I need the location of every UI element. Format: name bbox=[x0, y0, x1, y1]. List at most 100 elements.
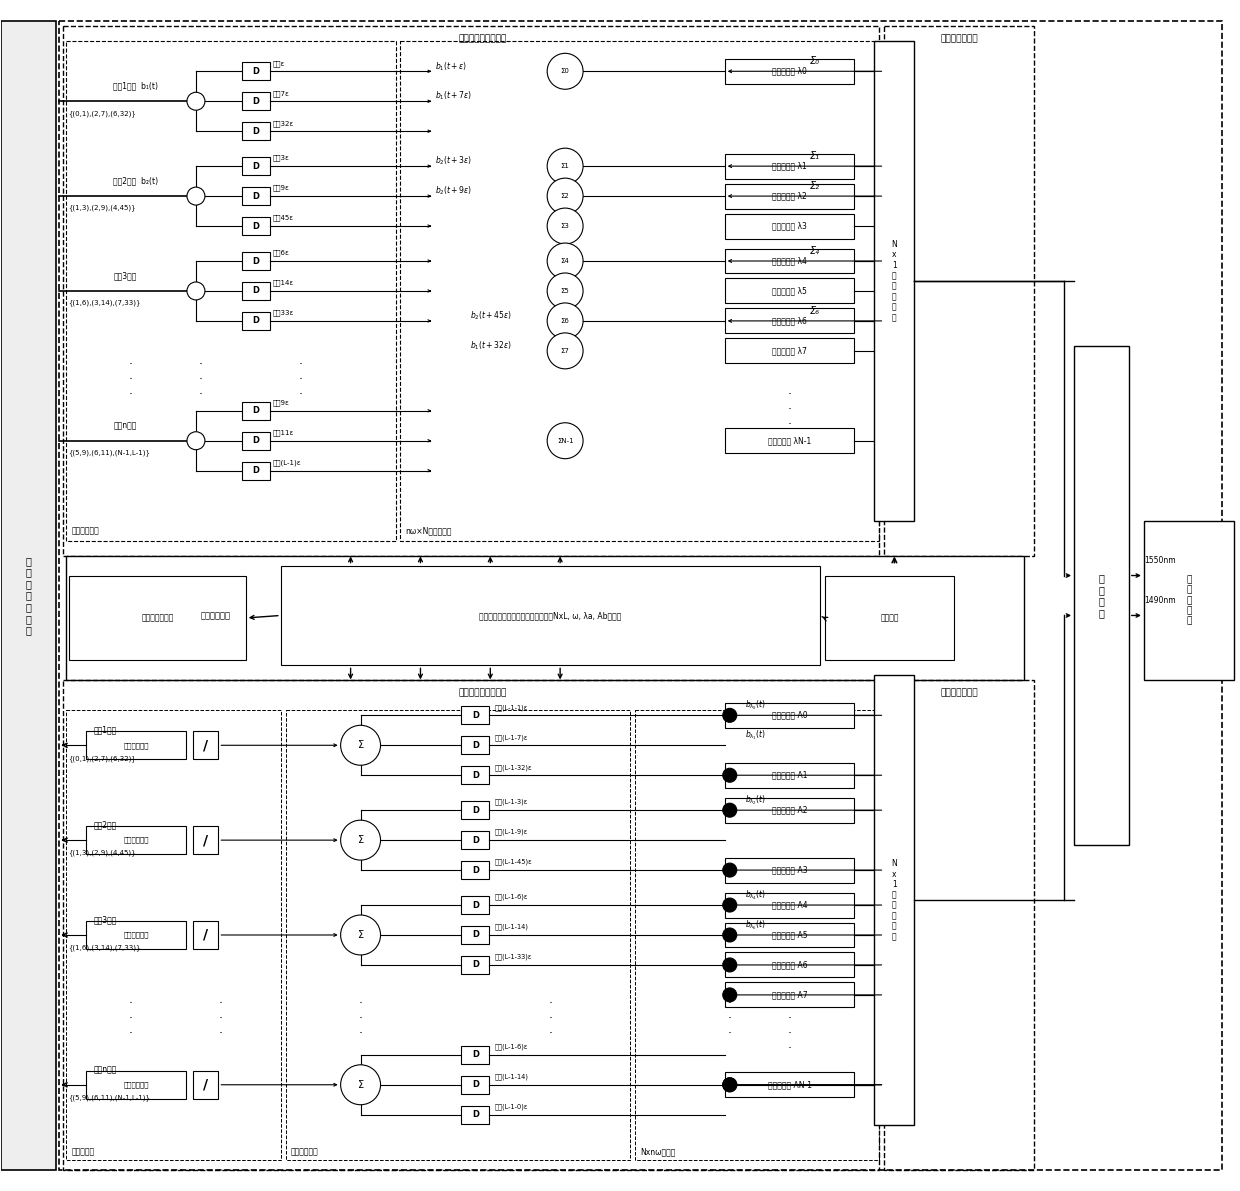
Text: .
.
.: . . . bbox=[728, 993, 732, 1036]
Bar bbox=[724, 338, 854, 363]
Bar bbox=[193, 827, 218, 854]
Text: .
.
.: . . . bbox=[129, 993, 133, 1036]
Bar bbox=[461, 956, 490, 974]
Text: $b_2(t+45\varepsilon)$: $b_2(t+45\varepsilon)$ bbox=[470, 310, 512, 323]
Bar bbox=[724, 923, 854, 948]
Text: Σ0: Σ0 bbox=[560, 68, 569, 74]
Text: Σ2: Σ2 bbox=[560, 193, 569, 199]
Text: D: D bbox=[472, 805, 479, 815]
Text: 1550nm: 1550nm bbox=[1143, 556, 1176, 565]
Text: 光发送模块 A4: 光发送模块 A4 bbox=[771, 900, 807, 910]
Text: Σ4: Σ4 bbox=[560, 258, 569, 264]
Text: {(5,9),(6,11),(N-1,L-1)}: {(5,9),(6,11),(N-1,L-1)} bbox=[68, 1095, 150, 1102]
Text: .
.
.: . . . bbox=[548, 993, 552, 1036]
Text: D: D bbox=[252, 436, 259, 445]
Text: $b_{\lambda_4}(t)$: $b_{\lambda_4}(t)$ bbox=[745, 888, 766, 902]
Text: D: D bbox=[472, 741, 479, 750]
Bar bbox=[193, 1071, 218, 1099]
Bar bbox=[461, 1075, 490, 1093]
Text: 光发送模块 λ5: 光发送模块 λ5 bbox=[773, 287, 807, 295]
Text: 延时45ε: 延时45ε bbox=[273, 214, 294, 222]
Circle shape bbox=[547, 179, 583, 214]
Text: 用户n数据: 用户n数据 bbox=[113, 422, 136, 430]
Bar bbox=[635, 710, 879, 1160]
Circle shape bbox=[723, 709, 737, 722]
Text: 光发送模块 λ2: 光发送模块 λ2 bbox=[773, 192, 807, 200]
Text: 光发送模块 λ1: 光发送模块 λ1 bbox=[773, 162, 807, 170]
Circle shape bbox=[341, 915, 381, 955]
Bar bbox=[280, 566, 820, 666]
Bar bbox=[242, 312, 270, 330]
Text: 数据判决器: 数据判决器 bbox=[71, 1147, 94, 1156]
Text: 用户3数据: 用户3数据 bbox=[113, 272, 136, 280]
Bar bbox=[242, 217, 270, 235]
Text: Σ₀: Σ₀ bbox=[810, 56, 820, 67]
Text: $b_2(t+3\varepsilon)$: $b_2(t+3\varepsilon)$ bbox=[435, 155, 472, 168]
Text: 延时(L-1-32)ε: 延时(L-1-32)ε bbox=[495, 763, 532, 771]
Circle shape bbox=[187, 282, 205, 300]
Text: D: D bbox=[472, 836, 479, 844]
Bar bbox=[87, 921, 186, 949]
Text: {(5,9),(6,11),(N-1,L-1)}: {(5,9),(6,11),(N-1,L-1)} bbox=[68, 449, 150, 456]
Circle shape bbox=[547, 243, 583, 279]
Text: $b_{\lambda_1}(t)$: $b_{\lambda_1}(t)$ bbox=[745, 729, 766, 742]
Bar bbox=[724, 762, 854, 787]
Bar bbox=[66, 710, 280, 1160]
Text: 光发送模块 A2: 光发送模块 A2 bbox=[771, 805, 807, 815]
Bar bbox=[461, 706, 490, 724]
Text: D: D bbox=[472, 900, 479, 910]
Bar bbox=[461, 766, 490, 784]
Text: .
.
.: . . . bbox=[787, 385, 791, 428]
Text: 延时3ε: 延时3ε bbox=[273, 155, 290, 162]
Text: D: D bbox=[472, 771, 479, 780]
Text: $b_1(t+32\varepsilon)$: $b_1(t+32\varepsilon)$ bbox=[470, 339, 512, 353]
Bar bbox=[193, 921, 218, 949]
Text: 光发送模块 λ4: 光发送模块 λ4 bbox=[773, 256, 807, 266]
Text: 延时和耦合控制器：由二维地址码（NxL, ω, λa, Ab）控制: 延时和耦合控制器：由二维地址码（NxL, ω, λa, Ab）控制 bbox=[479, 611, 621, 621]
Bar bbox=[874, 42, 914, 520]
Circle shape bbox=[547, 148, 583, 185]
Bar bbox=[724, 429, 854, 454]
Bar bbox=[87, 1071, 186, 1099]
Text: 数据阈值判决: 数据阈值判决 bbox=[123, 837, 149, 843]
Text: 光发送模块 λ7: 光发送模块 λ7 bbox=[773, 347, 807, 355]
Text: D: D bbox=[252, 406, 259, 416]
Text: Σ1: Σ1 bbox=[560, 163, 569, 169]
Circle shape bbox=[187, 432, 205, 450]
Text: D: D bbox=[252, 67, 259, 76]
Text: $b_2(t+9\varepsilon)$: $b_2(t+9\varepsilon)$ bbox=[435, 185, 472, 198]
Bar bbox=[461, 802, 490, 819]
Bar bbox=[884, 26, 1034, 555]
Text: 延时(L-1-0)ε: 延时(L-1-0)ε bbox=[495, 1103, 528, 1110]
Bar bbox=[724, 249, 854, 274]
Bar bbox=[242, 462, 270, 480]
Bar bbox=[825, 575, 955, 660]
Text: D: D bbox=[472, 1110, 479, 1120]
Text: Σ₆: Σ₆ bbox=[810, 306, 820, 316]
Text: 光发送模块 A1: 光发送模块 A1 bbox=[771, 771, 807, 780]
Bar bbox=[242, 432, 270, 450]
Circle shape bbox=[723, 928, 737, 942]
Text: Σ₁: Σ₁ bbox=[810, 151, 820, 161]
Text: Σ: Σ bbox=[357, 1080, 363, 1090]
Bar bbox=[724, 58, 854, 83]
Text: Nxnω分发器: Nxnω分发器 bbox=[640, 1147, 676, 1156]
Text: 延时9ε: 延时9ε bbox=[273, 185, 290, 192]
Text: D: D bbox=[472, 960, 479, 969]
Text: D: D bbox=[252, 162, 259, 170]
Text: /: / bbox=[203, 738, 208, 753]
Text: Σ₂: Σ₂ bbox=[810, 181, 820, 191]
Circle shape bbox=[723, 1078, 737, 1092]
Text: 用户n数据: 用户n数据 bbox=[93, 1065, 117, 1074]
Text: 光频域解码单元: 光频域解码单元 bbox=[940, 688, 978, 697]
Text: 电源模块: 电源模块 bbox=[880, 613, 899, 623]
Circle shape bbox=[723, 898, 737, 912]
Circle shape bbox=[547, 54, 583, 89]
Text: {(0,1),(2,7),(6,32)}: {(0,1),(2,7),(6,32)} bbox=[68, 755, 136, 761]
Text: .
.
.: . . . bbox=[219, 993, 223, 1036]
Bar bbox=[66, 42, 396, 541]
Circle shape bbox=[547, 303, 583, 339]
Bar bbox=[724, 953, 854, 978]
Bar bbox=[724, 703, 854, 728]
Text: {(1,3),(2,9),(4,45)}: {(1,3),(2,9),(4,45)} bbox=[68, 849, 136, 856]
